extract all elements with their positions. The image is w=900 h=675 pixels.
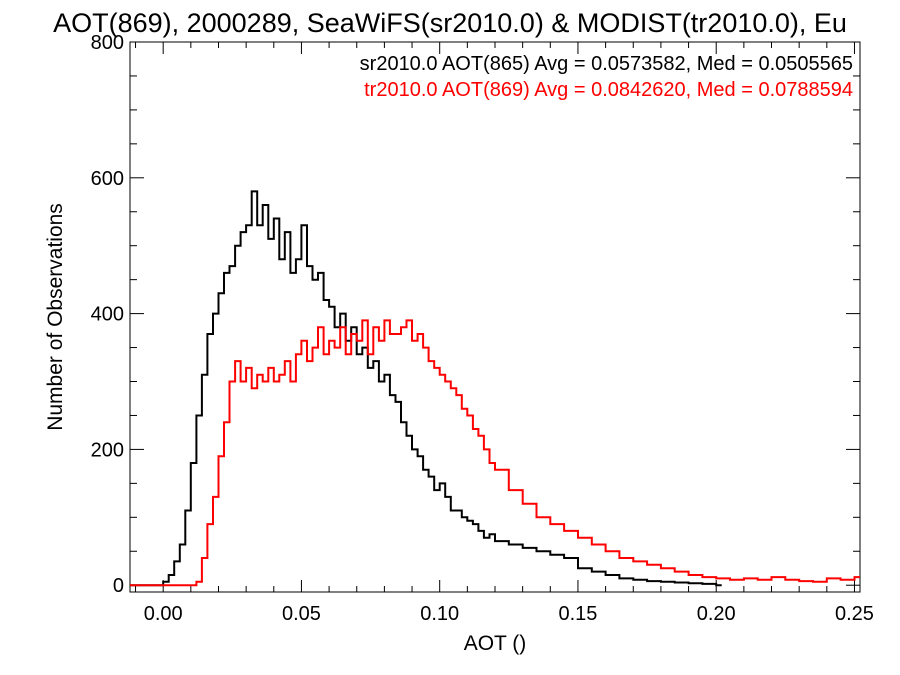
plot-frame <box>129 41 861 593</box>
x-tick-label: 0.10 <box>420 603 459 625</box>
x-axis-label: AOT () <box>464 632 527 655</box>
y-tick-label: 400 <box>91 304 124 326</box>
x-axis: 0.00 0.05 0.10 0.15 0.20 0.25 <box>135 42 874 625</box>
y-axis-label: Number of Observations <box>44 203 67 431</box>
y-tick-label: 0 <box>113 575 124 597</box>
x-tick-label: 0.20 <box>697 603 736 625</box>
series-sr2010-line <box>130 190 722 587</box>
x-tick-label: 0.25 <box>835 603 874 625</box>
y-tick-label: 800 <box>91 32 124 54</box>
series-layer <box>130 190 860 587</box>
y-axis: 0 200 400 600 800 <box>91 32 860 597</box>
y-tick-label: 200 <box>91 439 124 461</box>
chart-title: AOT(869), 2000289, SeaWiFS(sr2010.0) & M… <box>53 8 847 38</box>
series-tr2010-line <box>130 319 860 587</box>
y-tick-label: 600 <box>91 168 124 190</box>
x-tick-label: 0.00 <box>144 603 183 625</box>
legend-entry-tr2010: tr2010.0 AOT(869) Avg = 0.0842620, Med =… <box>364 79 853 101</box>
legend-entry-sr2010: sr2010.0 AOT(865) Avg = 0.0573582, Med =… <box>360 53 853 75</box>
x-tick-label: 0.05 <box>282 603 321 625</box>
x-tick-label: 0.15 <box>558 603 597 625</box>
